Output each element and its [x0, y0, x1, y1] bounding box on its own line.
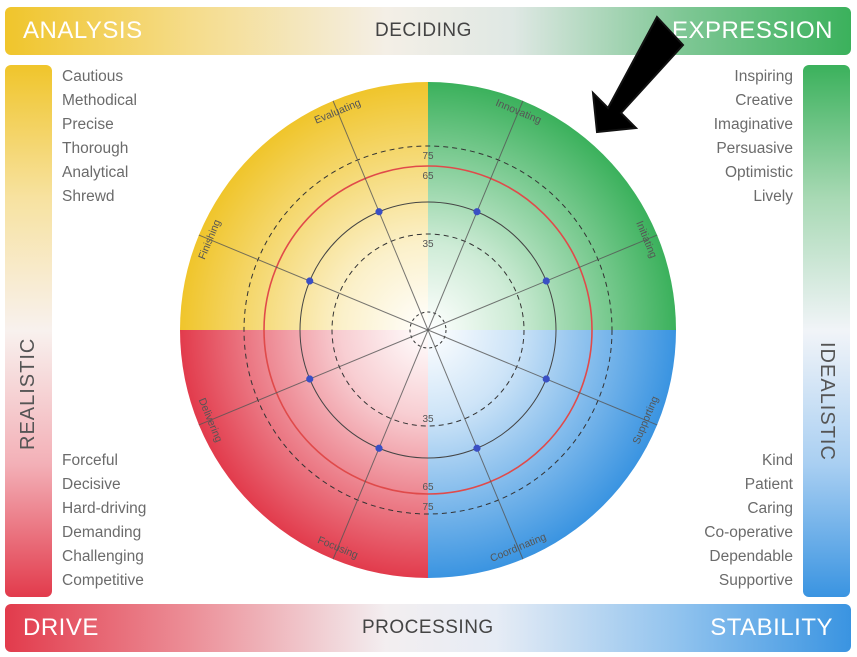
trait-item: Creative: [735, 92, 793, 109]
ring-label: 75: [422, 502, 434, 513]
bottom-center-label: PROCESSING: [362, 617, 494, 638]
ring-35: [331, 233, 525, 427]
trait-item: Thorough: [62, 140, 129, 157]
score-point: [542, 375, 550, 383]
trait-item: Persuasive: [716, 140, 793, 157]
top-bar: ANALYSIS DECIDING EXPRESSION: [5, 7, 851, 55]
top-center-label: DECIDING: [375, 20, 472, 41]
score-point: [473, 208, 481, 216]
score-point: [375, 208, 383, 216]
trait-item: Lively: [753, 188, 793, 205]
trait-item: Shrewd: [62, 188, 115, 205]
trait-item: Analytical: [62, 164, 129, 181]
score-point: [306, 277, 314, 285]
trait-item: Caring: [747, 500, 793, 517]
bottom-right-label: STABILITY: [710, 614, 833, 641]
wheel-rings: [243, 145, 613, 515]
traits-bottom-left: Forceful Decisive Hard-driving Demanding…: [62, 449, 146, 593]
bottom-left-label: DRIVE: [23, 614, 99, 641]
trait-item: Precise: [62, 116, 114, 133]
trait-item: Demanding: [62, 524, 142, 541]
trait-item: Challenging: [62, 548, 144, 565]
ring-50: [299, 201, 557, 459]
wheel-spokes: [198, 100, 658, 560]
ring-label: 75: [422, 151, 434, 162]
trait-item: Co-operative: [704, 524, 793, 541]
score-point: [306, 375, 314, 383]
top-right-label: EXPRESSION: [671, 17, 833, 44]
wheel-ring-labels: 75 65 35 35 65 75: [422, 151, 434, 513]
trait-item: Competitive: [62, 572, 144, 589]
right-bar: IDEALISTIC: [803, 65, 850, 597]
left-bar: REALISTIC: [5, 65, 52, 597]
ring-label: 65: [422, 482, 434, 493]
score-point: [375, 444, 383, 452]
ring-75: [243, 145, 613, 515]
traits-top-right: Inspiring Creative Imaginative Persuasiv…: [714, 65, 793, 209]
trait-item: Methodical: [62, 92, 137, 109]
trait-item: Hard-driving: [62, 500, 147, 517]
wheel-points: [306, 208, 550, 452]
arrow-icon: [591, 15, 685, 134]
score-point: [473, 444, 481, 452]
spoke-line: [332, 100, 429, 331]
traits-bottom-right: Kind Patient Caring Co-operative Dependa…: [704, 449, 793, 593]
trait-item: Kind: [761, 452, 793, 469]
spoke-line: [198, 329, 429, 426]
ring-label: 65: [422, 171, 434, 182]
ring-center: [409, 311, 447, 349]
trait-item: Imaginative: [713, 116, 793, 133]
spoke-line: [427, 234, 658, 331]
trait-item: Patient: [744, 476, 793, 493]
spoke-line: [198, 234, 429, 331]
bottom-bar: DRIVE PROCESSING STABILITY: [5, 604, 851, 652]
ring-label: 35: [422, 414, 434, 425]
spoke-line: [427, 329, 658, 426]
traits-top-left: Cautious Methodical Precise Thorough Ana…: [62, 65, 137, 209]
score-point: [542, 277, 550, 285]
spoke-line: [332, 329, 429, 560]
ring-label: 35: [422, 239, 434, 250]
spoke-line: [427, 100, 524, 331]
trait-item: Inspiring: [734, 68, 793, 85]
trait-item: Decisive: [62, 476, 121, 493]
top-left-label: ANALYSIS: [23, 17, 143, 44]
spoke-line: [427, 329, 524, 560]
trait-item: Optimistic: [724, 164, 793, 181]
ring-65: [263, 165, 593, 495]
trait-item: Dependable: [709, 548, 793, 565]
trait-item: Supportive: [718, 572, 793, 589]
trait-item: Cautious: [62, 68, 124, 85]
trait-item: Forceful: [62, 452, 118, 469]
